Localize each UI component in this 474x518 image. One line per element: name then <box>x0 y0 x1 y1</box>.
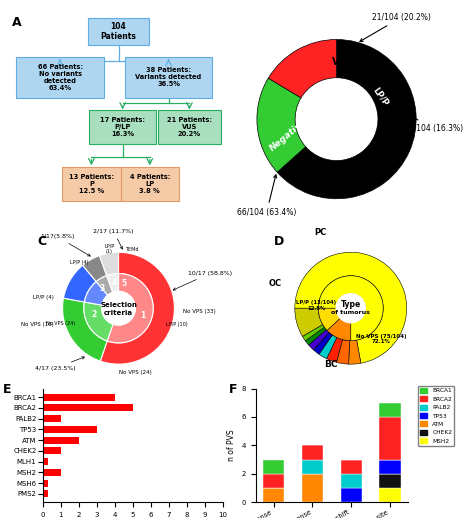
Bar <box>379 417 401 460</box>
Text: LP/P (13/104)
12.5%: LP/P (13/104) 12.5% <box>296 300 336 311</box>
Bar <box>263 460 284 474</box>
Text: of tumorus: of tumorus <box>331 310 370 314</box>
Wedge shape <box>277 39 416 199</box>
Text: 1/17(5.8%): 1/17(5.8%) <box>40 234 90 256</box>
Text: criteria: criteria <box>104 310 133 315</box>
Wedge shape <box>309 329 329 350</box>
Text: TEMd: TEMd <box>125 247 138 252</box>
Text: 17/104 (16.3%): 17/104 (16.3%) <box>404 113 464 133</box>
Text: 66 Patients:
No variants
detected
63.4%: 66 Patients: No variants detected 63.4% <box>37 64 82 91</box>
Text: LP/P: LP/P <box>371 86 390 108</box>
Wedge shape <box>313 333 332 354</box>
Legend: BRCA1, BRCA2, PALB2, TP53, ATM, CHEK2, MSH2: BRCA1, BRCA2, PALB2, TP53, ATM, CHEK2, M… <box>418 386 455 446</box>
Wedge shape <box>82 255 107 282</box>
Bar <box>301 445 323 460</box>
Wedge shape <box>107 274 118 293</box>
Text: No VPS (33): No VPS (33) <box>183 309 216 313</box>
Bar <box>379 474 401 488</box>
Bar <box>379 403 401 417</box>
Wedge shape <box>295 308 323 336</box>
Wedge shape <box>96 276 113 295</box>
Bar <box>43 480 48 486</box>
Wedge shape <box>319 276 383 341</box>
Text: D: D <box>274 236 284 249</box>
Wedge shape <box>100 252 118 276</box>
Bar <box>43 469 61 476</box>
Wedge shape <box>305 327 326 345</box>
Text: 1: 1 <box>141 311 146 320</box>
Text: 21/104 (20.2%): 21/104 (20.2%) <box>360 12 431 41</box>
Circle shape <box>102 292 135 325</box>
Bar <box>340 488 362 502</box>
Text: 10/17 (58.8%): 10/17 (58.8%) <box>173 270 233 290</box>
Text: BC: BC <box>324 359 338 369</box>
Text: 4/17 (23.5%): 4/17 (23.5%) <box>35 357 84 371</box>
Text: OC: OC <box>269 279 282 287</box>
Bar <box>43 458 48 465</box>
FancyBboxPatch shape <box>120 167 179 202</box>
Text: 21 Patients:
VUS
20.2%: 21 Patients: VUS 20.2% <box>167 117 212 137</box>
Text: LP/P (4): LP/P (4) <box>70 260 88 265</box>
FancyBboxPatch shape <box>89 110 156 145</box>
Text: No VPS (75/104)
72.1%: No VPS (75/104) 72.1% <box>356 334 407 344</box>
Text: Type: Type <box>341 300 361 309</box>
Text: 17 Patients:
P/LP
16.3%: 17 Patients: P/LP 16.3% <box>100 117 145 137</box>
Bar <box>340 474 362 488</box>
Text: 0/104 (0%): 0/104 (0%) <box>101 390 136 395</box>
Text: 5: 5 <box>121 279 127 287</box>
Text: LP/P
(1): LP/P (1) <box>104 243 114 254</box>
Bar <box>43 415 61 422</box>
Text: 3: 3 <box>99 284 104 293</box>
Wedge shape <box>84 302 113 341</box>
Text: C: C <box>37 236 46 249</box>
Text: LP/P (10): LP/P (10) <box>166 322 187 327</box>
Text: Negative: Negative <box>268 117 309 153</box>
Wedge shape <box>64 265 96 302</box>
Wedge shape <box>107 274 153 343</box>
Bar <box>263 488 284 502</box>
Wedge shape <box>84 282 108 305</box>
Text: 13 Patients:
P
12.5 %: 13 Patients: P 12.5 % <box>69 174 114 194</box>
Wedge shape <box>295 252 407 363</box>
Bar <box>301 460 323 474</box>
Bar <box>43 426 97 433</box>
Wedge shape <box>349 340 361 364</box>
Wedge shape <box>327 318 351 341</box>
Bar <box>43 448 61 454</box>
Wedge shape <box>337 340 349 364</box>
Circle shape <box>336 294 365 323</box>
Text: VUS: VUS <box>332 57 354 67</box>
Bar <box>379 460 401 474</box>
Bar <box>43 405 133 411</box>
Wedge shape <box>63 298 107 361</box>
Text: E: E <box>3 383 11 396</box>
Y-axis label: n of PVS: n of PVS <box>227 429 236 462</box>
Text: 2/17 (11.7%): 2/17 (11.7%) <box>93 228 134 249</box>
Text: 4: 4 <box>112 278 117 287</box>
Text: 4 Patients:
LP
3.8 %: 4 Patients: LP 3.8 % <box>129 174 170 194</box>
Bar <box>340 460 362 474</box>
Wedge shape <box>257 78 306 172</box>
Wedge shape <box>319 308 340 330</box>
Text: 104
Patients: 104 Patients <box>100 22 137 41</box>
Text: No VPS (24): No VPS (24) <box>119 370 152 375</box>
Text: F: F <box>228 383 237 396</box>
FancyBboxPatch shape <box>125 56 212 97</box>
Text: No VPS (24): No VPS (24) <box>46 322 75 326</box>
FancyBboxPatch shape <box>62 167 120 202</box>
Text: 66/104 (63.4%): 66/104 (63.4%) <box>237 175 296 217</box>
FancyBboxPatch shape <box>16 56 104 97</box>
Text: 2: 2 <box>91 310 96 320</box>
Text: LP/P (4): LP/P (4) <box>33 295 54 299</box>
FancyBboxPatch shape <box>88 18 149 45</box>
Bar <box>379 488 401 502</box>
Text: No VPS (16): No VPS (16) <box>21 323 54 327</box>
Wedge shape <box>100 252 174 364</box>
Wedge shape <box>327 338 343 362</box>
Text: 38 Patients:
Variants detected
36.5%: 38 Patients: Variants detected 36.5% <box>136 67 201 87</box>
Bar <box>43 394 115 400</box>
Wedge shape <box>302 325 324 341</box>
Text: Selection: Selection <box>100 303 137 308</box>
Text: A: A <box>12 16 22 28</box>
Bar <box>301 474 323 502</box>
